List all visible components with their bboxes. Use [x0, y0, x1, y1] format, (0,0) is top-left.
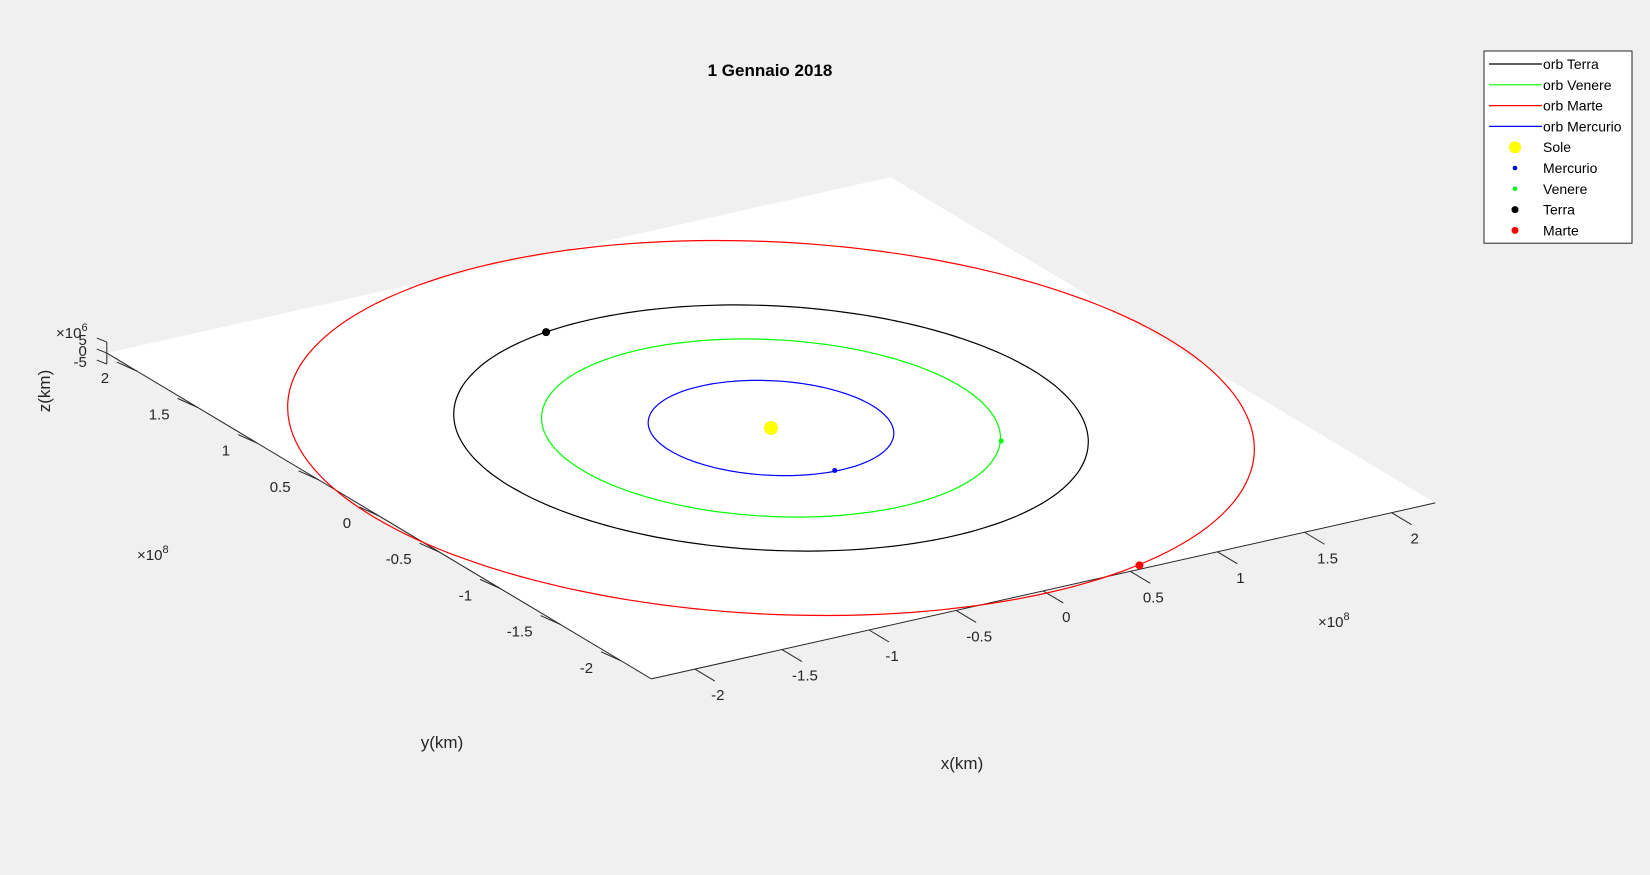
z-axis-exponent: ×106 [56, 322, 88, 342]
legend-entry: orb Mercurio [1489, 118, 1622, 134]
x-tick-label: 2 [1410, 531, 1418, 548]
legend-label: Mercurio [1543, 160, 1598, 176]
x-tick [1130, 570, 1151, 584]
legend-label: Terra [1543, 202, 1575, 218]
y-tick [540, 615, 561, 626]
legend-entry: orb Terra [1489, 56, 1599, 72]
orbit-orb-terra [453, 304, 1089, 552]
y-tick-label: 2 [101, 370, 109, 387]
legend-label: orb Marte [1543, 98, 1603, 114]
marker-venere [998, 438, 1004, 444]
orbit-orb-mercurio [647, 379, 895, 477]
legend-marker [1509, 141, 1521, 154]
legend-label: Sole [1543, 139, 1571, 155]
z-tick [96, 359, 107, 365]
x-tick-label: -2 [711, 687, 724, 704]
orbit-orb-marte [287, 239, 1255, 617]
x-tick [1304, 531, 1325, 545]
marker-mercurio [832, 467, 838, 473]
x-tick [1217, 551, 1238, 565]
x-tick [781, 649, 803, 662]
y-tick [419, 542, 440, 553]
legend-entry: Sole [1509, 139, 1571, 155]
legend-entry: Mercurio [1512, 160, 1598, 176]
legend-marker [1512, 186, 1518, 192]
y-tick [237, 434, 259, 445]
legend-entry: Venere [1512, 181, 1588, 197]
legend-entry: Terra [1511, 202, 1575, 218]
x-tick-label: 0 [1062, 609, 1070, 626]
axis-ticks: -2 -1.5 -1 -0.5 0 0.5 1 1.5 2 -2 -1.5 -1 -0.5 0 0.5 1 1.… [73, 332, 1418, 704]
legend-entry: Marte [1511, 222, 1579, 238]
y-tick-label: -0.5 [386, 551, 412, 568]
y-axis-exponent: ×108 [137, 544, 169, 564]
y-tick [298, 470, 319, 481]
orbit-orb-venere [540, 338, 1002, 518]
z-tick [96, 348, 107, 354]
x-tick-label: -1 [885, 648, 898, 665]
legend-label: orb Mercurio [1543, 118, 1622, 134]
y-tick [116, 361, 138, 372]
y-tick [479, 578, 501, 589]
y-tick-label: -1 [459, 587, 472, 604]
x-tick-label: 0.5 [1143, 589, 1164, 606]
orbit-lines [287, 239, 1255, 617]
marker-sole [764, 421, 778, 435]
legend-marker [1512, 165, 1518, 171]
planet-markers [542, 328, 1144, 570]
z-axis-label: z(km) [35, 370, 54, 412]
x-tick [868, 629, 890, 643]
x-tick [694, 668, 716, 682]
legend-box [1483, 50, 1633, 244]
y-tick [600, 651, 622, 662]
z-tick [96, 337, 107, 343]
z-tick-label: 0 [78, 343, 86, 360]
legend-label: Venere [1543, 181, 1588, 197]
marker-marte [1135, 561, 1144, 570]
x-tick [955, 610, 977, 623]
legend-label: Marte [1543, 222, 1579, 238]
y-axis-label: y(km) [421, 733, 463, 752]
chart-title: 1 Gennaio 2018 [708, 61, 833, 80]
y-tick-label: 0 [343, 515, 351, 532]
y-tick-label: 0.5 [270, 479, 291, 496]
x-tick-label: -0.5 [966, 628, 992, 645]
x-tick [1391, 512, 1412, 526]
y-tick-label: 1.5 [149, 406, 170, 423]
legend: orb Terra orb Venere orb Marte orb Mercurio… [1483, 50, 1633, 244]
legend-entry: orb Venere [1489, 77, 1612, 93]
z-tick-label: 5 [78, 332, 86, 349]
x-tick-label: -1.5 [792, 668, 818, 685]
y-tick [358, 506, 380, 517]
y-tick-label: -1.5 [507, 624, 533, 641]
legend-label: orb Venere [1543, 77, 1612, 93]
x-tick-label: 1 [1236, 570, 1244, 587]
y-tick-label: -2 [580, 660, 593, 677]
x-axis-label: x(km) [941, 754, 983, 773]
legend-marker [1511, 226, 1519, 234]
legend-label: orb Terra [1543, 56, 1599, 72]
y-tick [177, 397, 198, 408]
x-tick-label: 1.5 [1317, 550, 1338, 567]
x-axis-exponent: ×108 [1318, 611, 1350, 631]
legend-entry: orb Marte [1489, 98, 1603, 114]
marker-terra [542, 328, 551, 337]
z-tick-label: -5 [73, 354, 86, 371]
y-tick-label: 1 [222, 443, 230, 460]
legend-marker [1511, 206, 1519, 214]
